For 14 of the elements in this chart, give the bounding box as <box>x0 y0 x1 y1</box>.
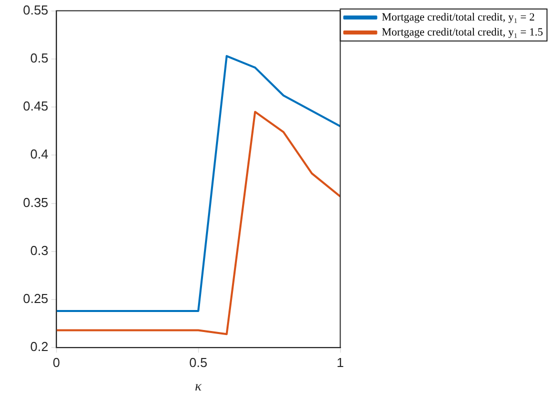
y-tick-label: 0.5 <box>30 50 48 66</box>
x-tick-label: 0 <box>52 354 60 370</box>
y-tick-label: 0.4 <box>30 146 48 162</box>
y-tick-label: 0.35 <box>22 194 48 210</box>
legend-label: Mortgage credit/total credit, y₁ = 2 <box>382 11 535 24</box>
x-tick-label: 1 <box>336 354 344 370</box>
y-tick-label: 0.25 <box>22 291 48 306</box>
y-tick-label: 0.45 <box>22 98 48 114</box>
y-tick-label: 0.2 <box>30 339 48 354</box>
y-tick-label: 0.3 <box>30 242 48 258</box>
x-tick-label: 0.5 <box>189 354 208 370</box>
y-tick-label: 0.55 <box>22 2 48 18</box>
legend-label: Mortgage credit/total credit, y₁ = 1.5 <box>382 26 544 38</box>
x-axis-title: κ <box>194 379 202 394</box>
